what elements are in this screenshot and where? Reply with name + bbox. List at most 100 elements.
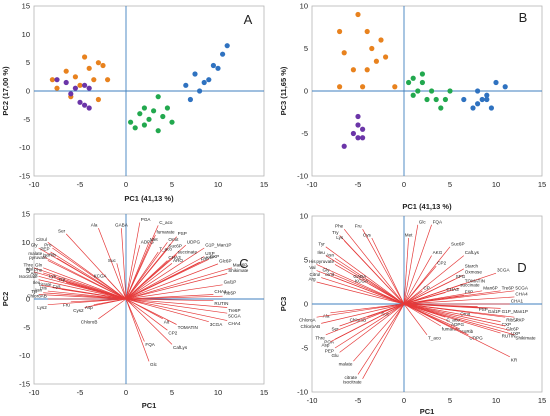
panel-letter: C xyxy=(239,256,248,271)
data-point xyxy=(197,88,203,94)
loading-label: citrate xyxy=(39,282,52,287)
loading-label: ChloroAB xyxy=(27,294,47,299)
loading-label: Pro xyxy=(44,243,52,248)
data-point xyxy=(429,88,435,94)
y-tick-label: 0 xyxy=(304,300,308,309)
loading-vector xyxy=(125,248,168,300)
data-point xyxy=(419,79,425,86)
loading-vector xyxy=(403,268,464,305)
loading-label: 5CGA xyxy=(228,314,241,319)
loading-label: Lys xyxy=(49,274,57,279)
loading-vector xyxy=(43,272,127,300)
x-tick-label: 5 xyxy=(448,396,452,405)
loading-vector xyxy=(125,298,145,342)
loading-label: Suc xyxy=(381,312,390,317)
loading-vector xyxy=(403,290,483,305)
loading-vector xyxy=(403,237,409,305)
x-tick-label: 15 xyxy=(260,388,268,397)
loading-label: CXP xyxy=(502,322,511,327)
x-tick-label: -5 xyxy=(77,388,84,397)
data-point xyxy=(183,82,189,88)
loading-label: PEP xyxy=(325,349,334,354)
y-tick-label: 5 xyxy=(304,44,308,53)
data-point xyxy=(86,105,92,111)
x-axis-title: PC1 xyxy=(420,407,435,416)
loading-label: pyruvate xyxy=(29,255,47,260)
loading-vector xyxy=(403,279,455,305)
loading-vector xyxy=(403,303,441,327)
loading-label: Val xyxy=(309,265,315,270)
loading-label: malate xyxy=(339,362,353,367)
y-tick-label: 5 xyxy=(26,266,30,275)
data-point xyxy=(355,11,361,18)
loading-vector xyxy=(330,303,405,343)
x-tick-label: -10 xyxy=(29,180,40,189)
loading-label: UXP xyxy=(511,331,520,336)
loading-vector xyxy=(368,283,405,305)
data-point xyxy=(461,96,467,103)
y-tick-label: -10 xyxy=(297,388,308,397)
loading-label: UDPG xyxy=(469,335,483,340)
loading-vector xyxy=(125,234,156,300)
y-tick-label: -15 xyxy=(19,172,30,181)
data-point xyxy=(419,71,425,77)
loading-vector xyxy=(403,303,446,318)
loading-label: Suc xyxy=(108,258,117,263)
loading-label: Thre xyxy=(315,335,325,340)
loading-label: CXP xyxy=(210,254,219,259)
loading-vector xyxy=(325,255,405,305)
loading-label: Man6P xyxy=(233,262,248,267)
loading-label: CHA3 xyxy=(168,255,181,260)
loading-vector xyxy=(367,279,405,305)
y-tick-label: 5 xyxy=(304,256,308,265)
data-point xyxy=(424,96,430,103)
loading-label: Rib5P xyxy=(224,291,237,296)
loading-label: T_aco xyxy=(159,246,172,251)
loading-label: CHA3 xyxy=(446,287,459,292)
loading-label: succinate xyxy=(460,283,480,288)
loading-vector xyxy=(125,259,209,300)
data-point xyxy=(210,62,216,69)
data-point xyxy=(475,88,481,94)
loading-vector xyxy=(107,278,127,300)
loading-label: Isocitrate xyxy=(19,274,38,279)
data-point xyxy=(369,45,375,52)
loading-label: ornit xyxy=(325,272,335,277)
y-axis-title: PC3 (11,65 %) xyxy=(279,66,288,115)
loading-label: CP2 xyxy=(437,261,446,266)
loading-vector xyxy=(316,264,405,305)
loading-label: CHA4 xyxy=(515,291,528,296)
loading-label: TOMATIN xyxy=(465,278,485,283)
data-point xyxy=(63,79,69,86)
y-tick-label: -5 xyxy=(301,344,308,353)
loading-vector xyxy=(125,298,214,302)
loading-label: Gal1P xyxy=(224,279,237,284)
loading-vector xyxy=(403,224,432,305)
data-point xyxy=(54,77,60,83)
data-point xyxy=(433,96,439,103)
panel-letter: B xyxy=(519,10,528,25)
data-point xyxy=(95,96,101,103)
loading-label: CHA1 xyxy=(214,289,227,294)
loading-label: Asp xyxy=(321,342,329,347)
loading-vector xyxy=(93,298,127,306)
loading-label: His xyxy=(309,259,316,264)
loading-vector xyxy=(325,303,405,336)
x-tick-label: -10 xyxy=(307,396,318,405)
x-tick-label: -5 xyxy=(77,180,84,189)
data-point xyxy=(488,105,494,111)
data-point xyxy=(82,54,88,60)
loading-vector xyxy=(362,303,405,379)
panel-B: -10 -5 0 5 10 15 -10 -5 0 5 10 PC1 (41,13 %) PC3 (11… xyxy=(279,2,546,212)
data-point xyxy=(220,51,226,57)
loading-label: 5CGA xyxy=(515,285,528,290)
x-tick-label: 15 xyxy=(538,180,546,189)
y-axis-title: PC3 xyxy=(279,297,288,312)
data-point xyxy=(350,130,356,137)
loading-label: Tyr xyxy=(318,241,325,246)
loading-vector xyxy=(403,290,515,305)
loading-label: ChloroA xyxy=(299,318,317,323)
y-tick-label: 10 xyxy=(300,2,308,11)
loading-vector xyxy=(316,303,405,318)
loading-vector xyxy=(56,257,127,300)
